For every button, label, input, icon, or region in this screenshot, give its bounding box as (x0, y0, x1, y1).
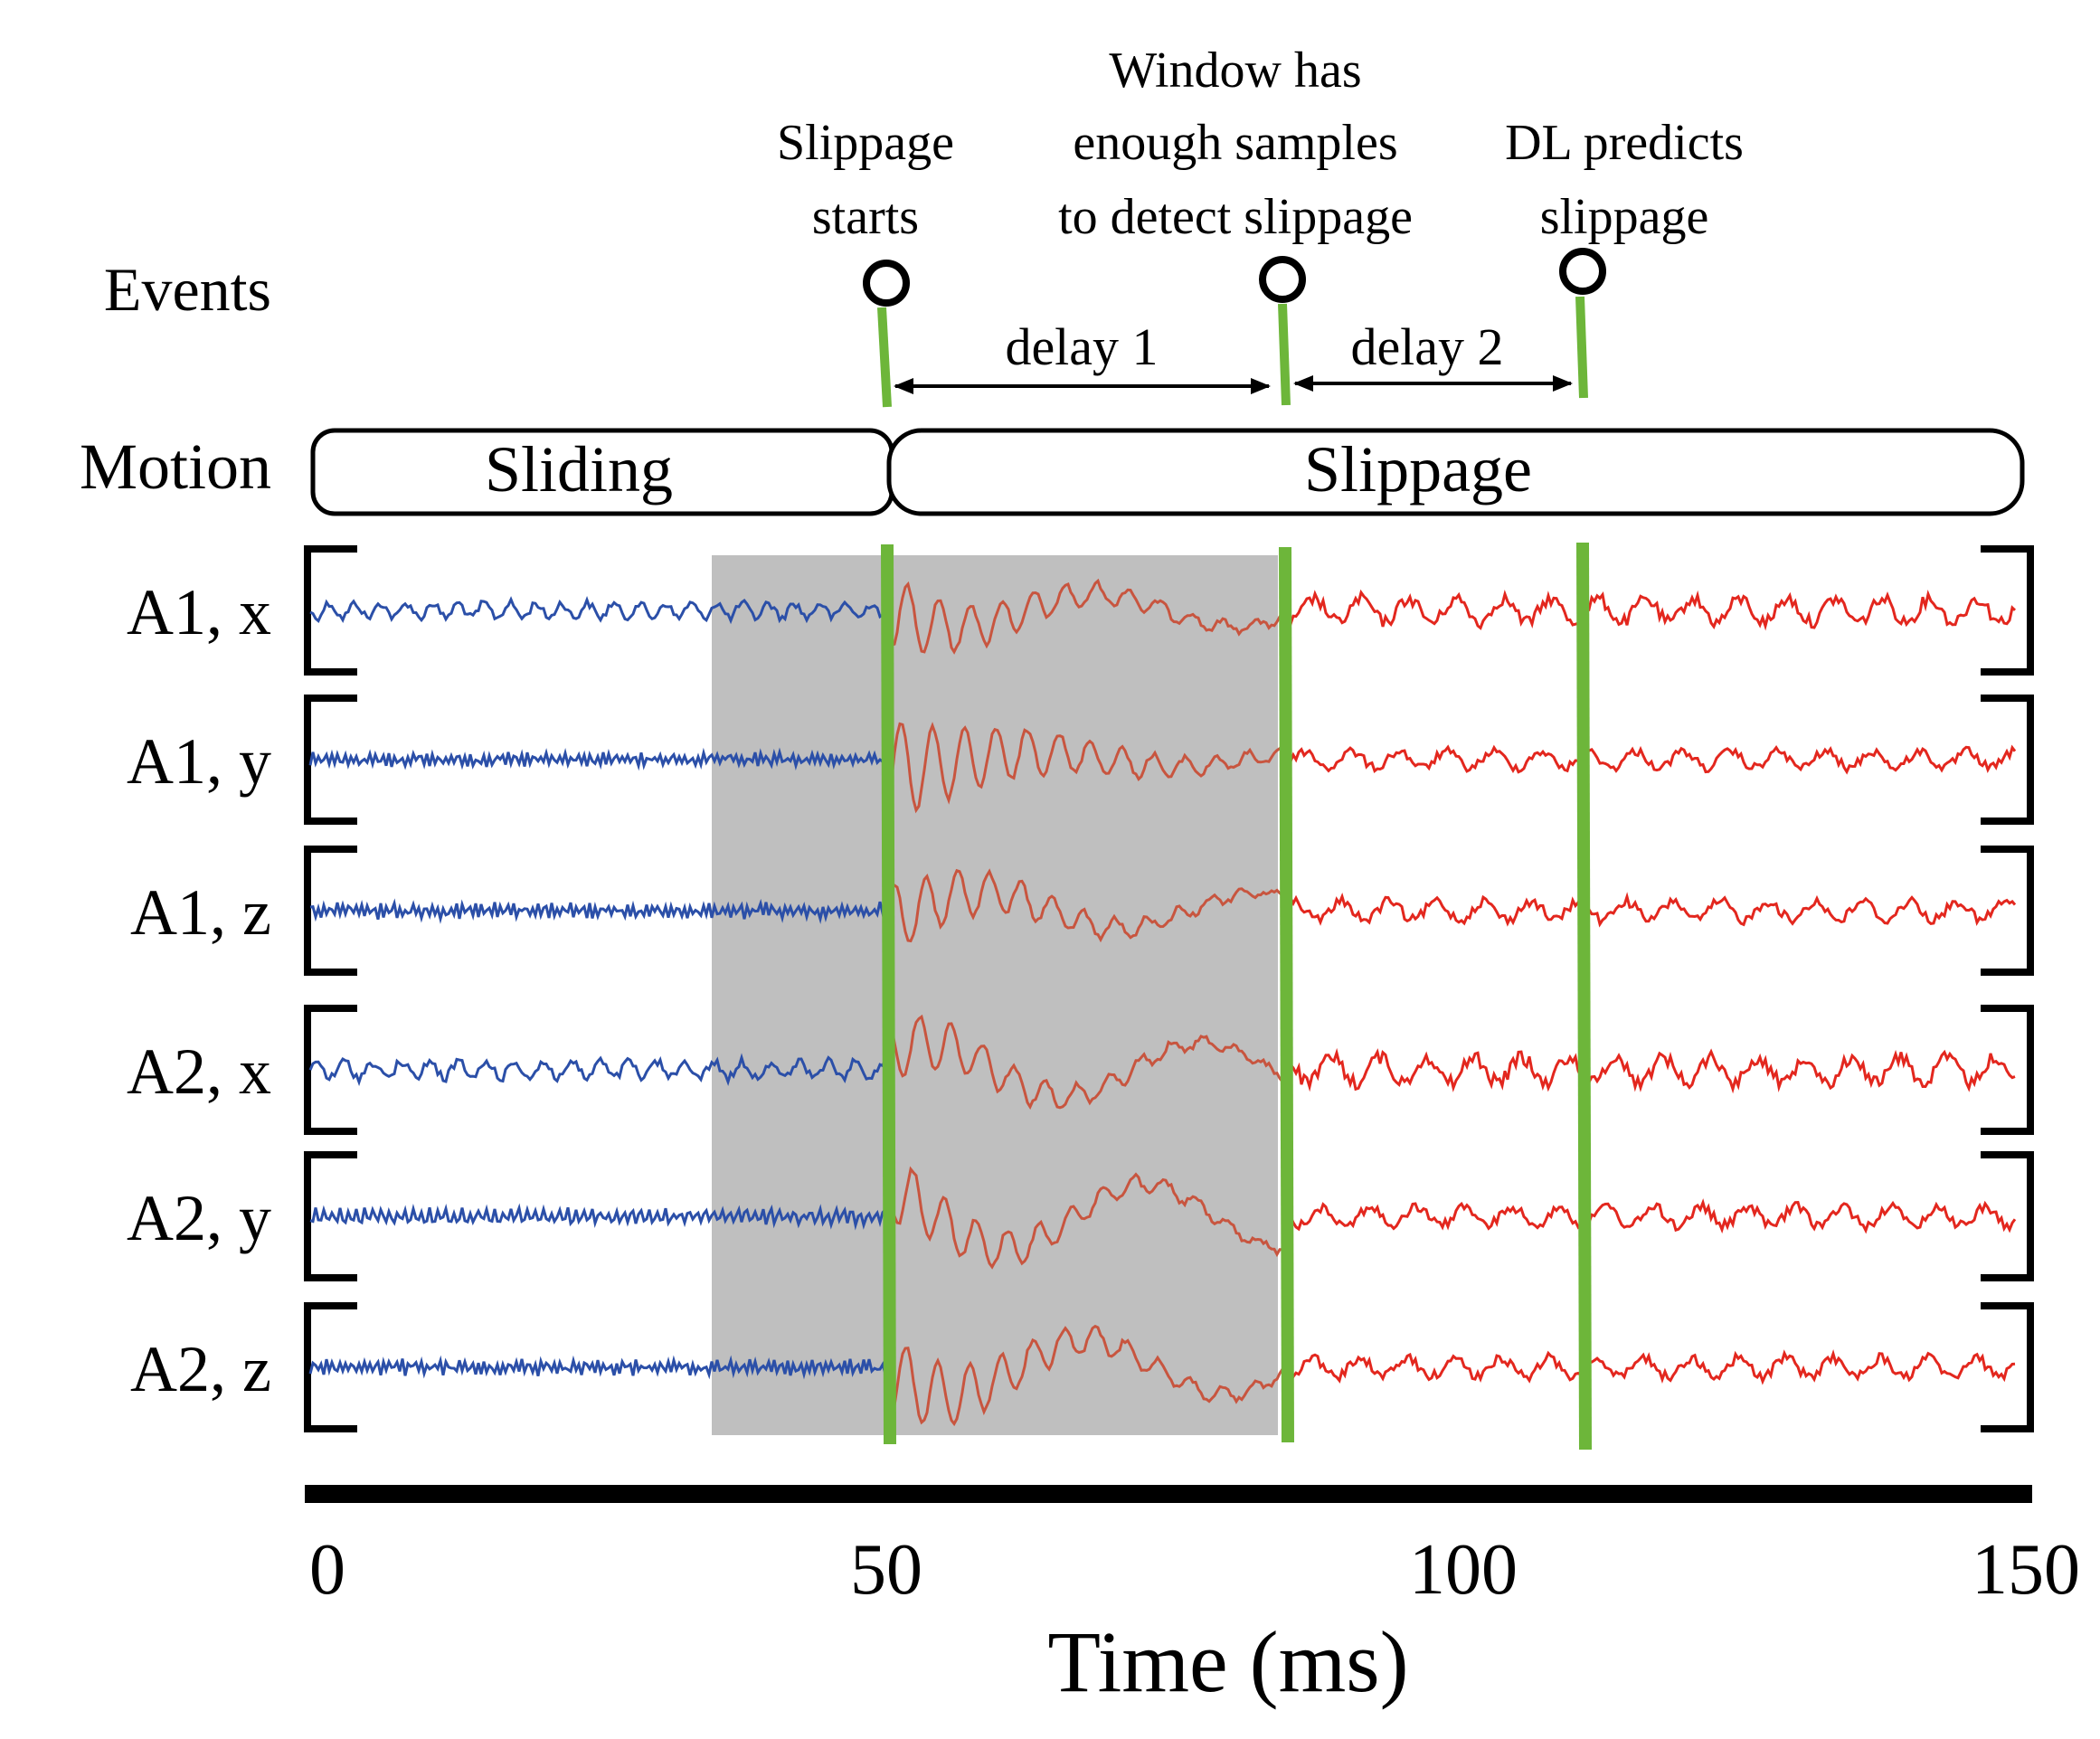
sliding-signal (308, 747, 887, 771)
event-caption-line: Slippage (777, 115, 954, 171)
signal-rows: A1, x A1, y A1, z A2, x A2, y A2, z (127, 545, 2034, 1432)
channel-label: A1, x (127, 576, 271, 648)
channel-row: A2, y (127, 1151, 2034, 1281)
channel-label: A1, z (130, 876, 271, 949)
left-bracket (304, 1005, 357, 1135)
slippage-signal (1283, 1198, 2017, 1234)
delay-1-arrow (894, 378, 1271, 394)
slippage-signal (1284, 589, 2017, 631)
event-marker-3 (1559, 248, 1606, 399)
right-bracket (1981, 846, 2034, 976)
slippage-phase-box (886, 428, 2025, 516)
sliding-signal (309, 1203, 887, 1231)
event-caption-line: to detect slippage (1058, 189, 1413, 245)
slippage-signal (1284, 1348, 2016, 1385)
sliding-phase-label: Sliding (485, 433, 673, 506)
event-caption-line: Window has (1109, 43, 1361, 99)
right-bracket (1981, 1302, 2034, 1432)
delay-1-label: delay 1 (1005, 317, 1158, 376)
sliding-signal (308, 1053, 887, 1087)
slippage-phase-label: Slippage (1304, 433, 1532, 506)
channel-row: A1, x (127, 545, 2034, 676)
channel-label: A2, y (127, 1182, 271, 1254)
event-marker-1 (863, 260, 910, 408)
transient-signal (888, 1324, 1286, 1427)
event-marker-2 (1259, 256, 1306, 406)
event-caption-2: Window has enough samples to detect slip… (1058, 43, 1413, 245)
time-tick-label: 150 (1972, 1530, 2080, 1610)
event-caption-line: enough samples (1073, 115, 1397, 171)
event-circle (863, 260, 910, 307)
event-caption-3: DL predicts slippage (1505, 115, 1744, 245)
sliding-signal (309, 596, 886, 625)
time-tick-label: 0 (309, 1530, 345, 1610)
right-bracket (1981, 545, 2034, 676)
transient-signal (887, 578, 1286, 655)
channel-label: A2, x (127, 1035, 271, 1108)
detection-window-shade (712, 555, 1278, 1435)
motion-row-label: Motion (80, 430, 271, 503)
slippage-signal (1284, 1047, 2016, 1094)
event-circle (1259, 256, 1306, 303)
event-line-window-ready (1279, 546, 1294, 1443)
transient-signal (887, 868, 1286, 943)
event-stem (1278, 303, 1291, 406)
event-line-dl-prediction (1576, 542, 1592, 1451)
event-caption-line: DL predicts (1505, 115, 1744, 171)
event-caption-1: Slippage starts (777, 115, 954, 245)
left-bracket (304, 545, 357, 676)
time-axis-label: Time (ms) (1047, 1613, 1408, 1710)
transient-signal (887, 1166, 1285, 1270)
right-bracket (1981, 695, 2034, 825)
channel-row: A2, z (130, 1302, 2034, 1432)
time-tick-label: 100 (1409, 1530, 1518, 1610)
event-caption-line: slippage (1540, 189, 1709, 245)
transient-signal (887, 1014, 1286, 1111)
transient-signal (887, 722, 1287, 814)
event-stem (877, 307, 892, 408)
sliding-signal (308, 1355, 887, 1380)
right-bracket (1981, 1005, 2034, 1135)
event-stem (1575, 296, 1588, 399)
channel-label: A2, z (130, 1333, 271, 1405)
left-bracket (304, 1151, 357, 1281)
slippage-signal (1283, 744, 2017, 775)
time-axis-ticks: 0 50 100 150 (309, 1530, 2080, 1610)
left-bracket (304, 846, 357, 976)
slippage-signal (1283, 892, 2017, 928)
channel-row: A1, z (130, 846, 2034, 976)
left-bracket (304, 1302, 357, 1432)
event-caption-line: starts (812, 189, 919, 245)
channel-row: A2, x (127, 1005, 2034, 1135)
delay-2-label: delay 2 (1350, 317, 1503, 376)
left-bracket (304, 695, 357, 825)
time-tick-label: 50 (850, 1530, 922, 1610)
delay-2-arrow (1293, 375, 1573, 392)
event-circle (1559, 248, 1606, 295)
channel-label: A1, y (127, 725, 271, 798)
right-bracket (1981, 1151, 2034, 1281)
event-line-slippage-start (881, 543, 896, 1445)
events-row-label: Events (104, 255, 271, 324)
channel-row: A1, y (127, 695, 2034, 825)
sliding-signal (309, 898, 887, 924)
